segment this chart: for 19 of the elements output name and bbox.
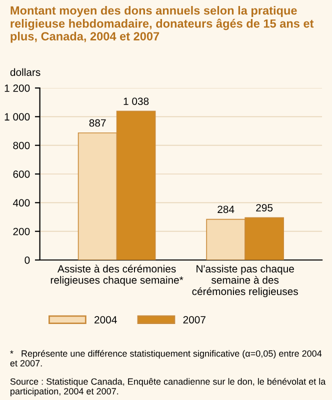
x-tick-label: N'assiste pas chaque semaine à des cérémonies religieuses xyxy=(192,264,298,298)
y-tick-label: 800 xyxy=(13,142,30,150)
y-tick-label: 1 000 xyxy=(4,113,30,121)
chart-title: Montant moyen des dons annuels selon la pratique religieuse hebdomadaire, donateurs âgés de 15 ans et plus, Canada, 2004 et 2007 xyxy=(10,6,314,43)
data-label: 1 038 xyxy=(124,98,149,105)
source-note: Source : Statistique Canada, Enquête canadienne sur le don, le bénévolat et la participation, 2004 et 2007. xyxy=(10,378,326,396)
y-axis-title: dollars xyxy=(10,68,40,76)
y-tick-label: 600 xyxy=(13,170,30,178)
y-tick-label: 0 xyxy=(24,256,30,264)
y-tick-label: 200 xyxy=(13,228,30,236)
y-tick-label: 400 xyxy=(12,199,30,207)
y-tick-label: 1 200 xyxy=(4,84,30,92)
data-label: 887 xyxy=(89,119,106,127)
legend-label: 2004 xyxy=(94,316,117,324)
x-tick-label: Assiste à des cérémonies religieuses chaque semaine* xyxy=(50,264,184,286)
text: * Représente une différence statistiquement significative (α=0,05) entre 2004 et 2007. xyxy=(10,350,322,366)
legend-label: 2007 xyxy=(183,316,206,324)
data-label: 284 xyxy=(218,206,234,214)
data-label: 295 xyxy=(256,204,273,212)
